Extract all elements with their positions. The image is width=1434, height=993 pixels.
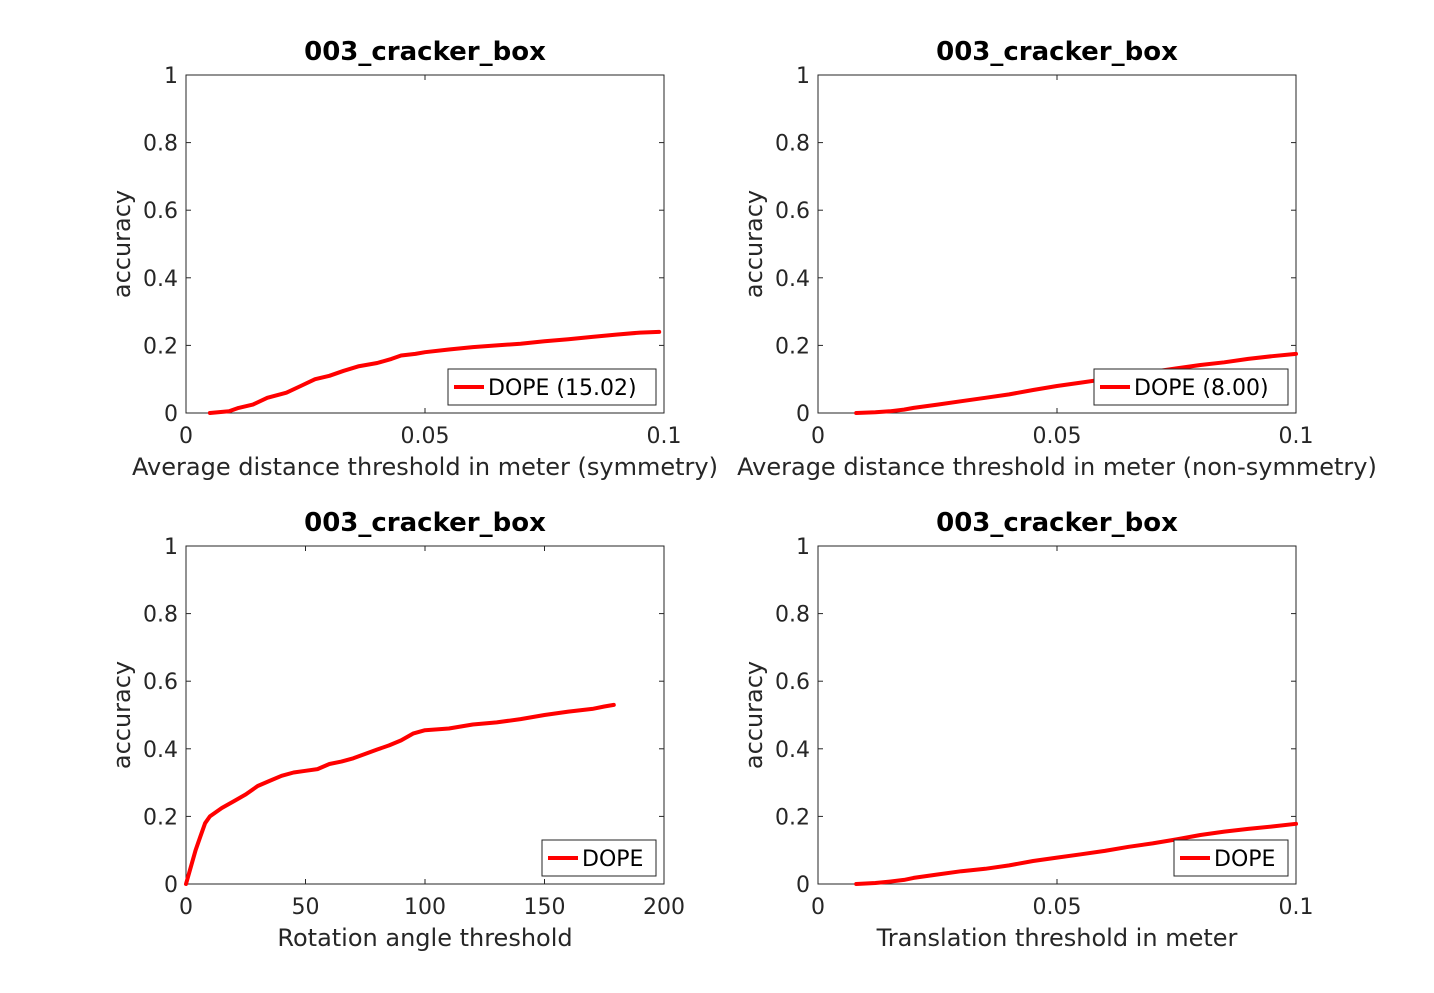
x-tick-label: 0.05 [401, 424, 450, 449]
legend-entry: DOPE (15.02) [488, 376, 637, 401]
y-tick-label: 0.8 [143, 603, 178, 628]
x-tick-label: 0 [179, 895, 193, 920]
x-tick-label: 0.05 [1033, 895, 1082, 920]
legend-entry: DOPE [582, 847, 643, 872]
plot-frame [185, 74, 665, 414]
x-tick-label: 0.1 [1279, 895, 1314, 920]
chart-panel-2: 003_cracker_box 0 0.05 0.1 0 0.2 0.4 0.6 0.8 1 Ave… [737, 37, 1377, 481]
series-line-1 [184, 702, 616, 886]
y-tick-label: 0.4 [775, 738, 810, 763]
x-tick-label: 0.1 [1279, 424, 1314, 449]
y-tick-label: 1 [796, 535, 810, 560]
y-tick-label: 0.4 [775, 267, 810, 292]
chart-title: 003_cracker_box [936, 508, 1178, 538]
x-tick-label: 50 [292, 895, 320, 920]
x-axis-label: Average distance threshold in meter (non… [737, 453, 1377, 481]
series-line-1 [854, 351, 1298, 415]
y-tick-label: 0.2 [143, 334, 178, 359]
x-tick-label: 0 [811, 895, 825, 920]
x-tick-label: 200 [643, 895, 685, 920]
series-line-1 [207, 329, 662, 415]
y-tick-label: 0.2 [775, 334, 810, 359]
y-tick-label: 0 [164, 873, 178, 898]
y-tick-label: 0 [796, 873, 810, 898]
x-tick-label: 0.1 [647, 424, 682, 449]
x-tick-label: 0 [179, 424, 193, 449]
chart-panel-1: 003_cracker_box 0 0.05 0.1 0 0.2 0.4 0.6 0.8 1 Ave… [108, 37, 718, 481]
chart-title: 003_cracker_box [936, 37, 1178, 67]
y-tick-label: 0.8 [775, 132, 810, 157]
y-tick-label: 0.4 [143, 267, 178, 292]
x-axis-label: Rotation angle threshold [277, 924, 572, 952]
y-tick-label: 0.6 [143, 199, 178, 224]
x-axis-label: Average distance threshold in meter (sym… [132, 453, 718, 481]
x-tick-label: 0 [811, 424, 825, 449]
y-tick-label: 0.2 [143, 805, 178, 830]
y-tick-label: 1 [164, 64, 178, 89]
y-tick-label: 1 [164, 535, 178, 560]
y-axis-label: accuracy [740, 190, 768, 298]
legend-entry: DOPE (8.00) [1134, 376, 1269, 401]
y-tick-label: 0.8 [775, 603, 810, 628]
chart-title: 003_cracker_box [304, 37, 546, 67]
chart-panel-3: 003_cracker_box 0 50 100 150 200 0 0.2 0.4 0.6 0.8… [108, 508, 685, 952]
legend-entry: DOPE [1214, 847, 1275, 872]
y-tick-label: 0 [796, 402, 810, 427]
y-tick-label: 0 [164, 402, 178, 427]
y-axis-label: accuracy [108, 661, 136, 769]
y-tick-label: 0.6 [775, 199, 810, 224]
y-axis-label: accuracy [108, 190, 136, 298]
x-axis-label: Translation threshold in meter [876, 924, 1238, 952]
y-tick-label: 0.8 [143, 132, 178, 157]
plot-frame [185, 545, 665, 885]
y-tick-label: 0.4 [143, 738, 178, 763]
x-tick-label: 150 [524, 895, 566, 920]
chart-title: 003_cracker_box [304, 508, 546, 538]
y-tick-label: 0.2 [775, 805, 810, 830]
series-line-1 [854, 821, 1298, 886]
y-tick-label: 1 [796, 64, 810, 89]
y-axis-label: accuracy [740, 661, 768, 769]
x-tick-label: 0.05 [1033, 424, 1082, 449]
y-tick-label: 0.6 [143, 670, 178, 695]
x-tick-label: 100 [404, 895, 446, 920]
chart-panel-4: 003_cracker_box 0 0.05 0.1 0 0.2 0.4 0.6 0.8 1 Tra… [740, 508, 1314, 952]
y-tick-label: 0.6 [775, 670, 810, 695]
